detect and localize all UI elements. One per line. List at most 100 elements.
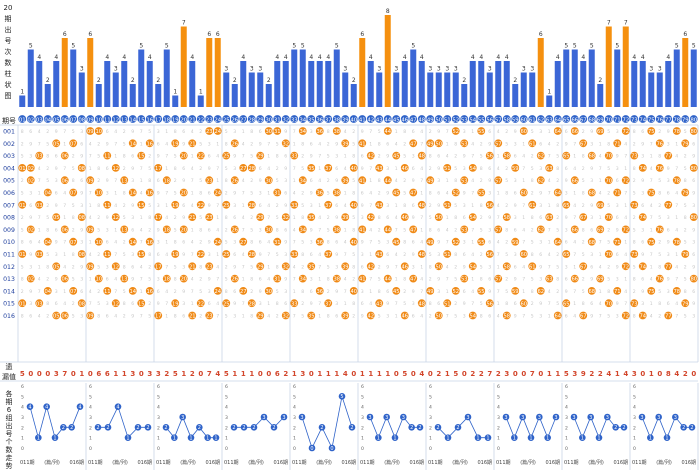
miss-mark: 9 (488, 178, 491, 184)
miss-mark: 1 (89, 240, 92, 246)
hit-number: 73 (631, 301, 638, 307)
left-labels: 20 期 出 号 次 数 柱 状 图 期号 遗 漏值 各 期 6 组 出 号 个… (2, 4, 16, 470)
hit-number: 05 (53, 141, 60, 147)
hit-ball (69, 139, 78, 148)
miss-mark: 6 (29, 203, 32, 209)
miss-mark: 7 (165, 154, 168, 160)
mini-label-6: 号 (6, 430, 13, 438)
miss-mark: 5 (123, 289, 126, 295)
period-label-002: 002 (3, 141, 15, 148)
miss-mark: 3 (80, 314, 83, 320)
miss-mark: 6 (641, 240, 644, 246)
mini-x-right: 016期 (137, 460, 152, 466)
miss-mark: 9 (590, 129, 593, 135)
hit-ball (341, 176, 350, 185)
hit-ball (485, 151, 494, 160)
hit-number: 16 (146, 289, 153, 295)
miss-mark: 8 (72, 178, 75, 184)
mini-y-tick: 5 (633, 394, 636, 400)
miss-mark: 2 (199, 166, 202, 172)
miss-mark: 3 (284, 289, 287, 295)
mini-y-tick: 3 (497, 415, 500, 421)
miss-mark: 2 (582, 129, 585, 135)
miss-mark: 8 (633, 166, 636, 172)
miss-mark: 6 (284, 301, 287, 307)
miss-mark: 4 (216, 154, 219, 160)
number-ball-66 (570, 115, 579, 123)
miss-mark: 7 (548, 191, 551, 197)
hit-number: 06 (61, 228, 68, 234)
mini-point (298, 413, 306, 421)
miss-mark: 2 (250, 215, 253, 221)
hit-ball (196, 299, 205, 308)
hit-number: 50 (435, 314, 442, 320)
number-ball-45 (392, 115, 401, 123)
hit-ball (477, 127, 486, 135)
miss-mark: 7 (599, 240, 602, 246)
hit-number: 07 (70, 240, 77, 246)
miss-mark: 4 (38, 166, 41, 172)
miss-mark: 8 (123, 154, 126, 160)
number-ball-29 (256, 115, 265, 123)
bar-count-56: 3 (488, 66, 492, 73)
hit-number: 14 (129, 240, 136, 246)
hit-ball (621, 262, 630, 271)
miss-mark: 1 (369, 178, 372, 184)
bar-43 (376, 72, 383, 107)
miss-mark: 5 (301, 240, 304, 246)
hit-ball (638, 213, 647, 222)
miss-mark: 4 (114, 203, 117, 209)
miss-mark: 6 (335, 203, 338, 209)
hit-ball (400, 262, 409, 271)
miss-mark: 2 (454, 154, 457, 160)
hit-number: 56 (486, 252, 493, 258)
hit-ball (596, 200, 605, 209)
hit-number: 64 (554, 314, 561, 320)
bar-count-45: 3 (394, 66, 398, 73)
number-label-02: 02 (27, 117, 34, 123)
hit-ball (477, 287, 486, 295)
miss-mark: 5 (607, 203, 610, 209)
number-ball-74 (638, 115, 647, 123)
hit-number: 09 (87, 228, 94, 234)
hit-number: 79 (682, 252, 689, 258)
miss-mark: 4 (114, 129, 117, 135)
number-ball-59 (511, 115, 520, 123)
hit-ball (400, 213, 409, 222)
hit-number: 16 (146, 240, 153, 246)
miss-mark: 6 (208, 191, 211, 197)
miss-mark: 9 (106, 178, 109, 184)
miss-mark: 8 (46, 301, 49, 307)
mini-point (391, 434, 399, 441)
miss-mark: 9 (182, 289, 185, 295)
number-label-75: 75 (648, 117, 655, 123)
miss-mark: 9 (488, 141, 491, 147)
miss-mark: 1 (191, 301, 194, 307)
hit-number: 26 (231, 228, 238, 234)
miss-mark: 2 (327, 141, 330, 147)
miss-mark: 6 (463, 215, 466, 221)
bar-38 (333, 49, 340, 107)
miss-mark: 7 (522, 277, 525, 283)
miss-mark: 3 (310, 277, 313, 283)
hit-ball (451, 237, 460, 246)
miss-mark: 2 (658, 129, 661, 135)
hit-number: 06 (61, 178, 68, 184)
omission-value-19: 5 (173, 370, 178, 378)
omission-value-02: 0 (28, 370, 33, 378)
hit-ball (77, 299, 86, 308)
miss-mark: 1 (446, 178, 449, 184)
hit-ball (383, 127, 392, 135)
miss-mark: 8 (301, 289, 304, 295)
miss-mark: 5 (556, 264, 559, 270)
omission-value-39: 4 (343, 370, 348, 378)
miss-mark: 5 (607, 240, 610, 246)
hit-number: 17 (155, 264, 162, 270)
miss-mark: 9 (284, 203, 287, 209)
mini-point (620, 424, 628, 431)
hit-number: 73 (631, 154, 638, 160)
number-label-03: 03 (36, 117, 43, 123)
draw-grid: 001 8 6 4 2 9 7 5 3 09 10 6 4 2 9 7 5 3 1 8 6 4 2 23 24 5 3 1 8 6 30 31… (0, 124, 699, 363)
hit-number: 71 (614, 141, 621, 147)
miss-mark: 2 (429, 277, 432, 283)
